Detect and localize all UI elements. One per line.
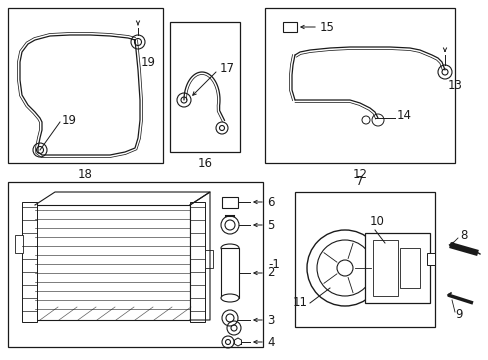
Bar [8, 8, 163, 163]
Bar [35, 205, 190, 320]
Bar [222, 197, 238, 208]
Text: 9: 9 [454, 309, 462, 321]
Text: 18: 18 [78, 168, 92, 181]
Ellipse shape [221, 244, 239, 252]
Text: 10: 10 [369, 215, 384, 228]
Bar [15, 235, 23, 253]
Text: 17: 17 [220, 62, 235, 75]
Bar [399, 248, 419, 288]
Bar [221, 248, 239, 298]
Bar [190, 202, 204, 322]
Bar [372, 240, 397, 296]
Bar [22, 202, 37, 322]
Text: -1: -1 [267, 258, 279, 271]
Text: 7: 7 [356, 175, 363, 188]
Ellipse shape [221, 294, 239, 302]
Bar [283, 22, 296, 32]
Text: 15: 15 [319, 21, 334, 33]
Text: 5: 5 [266, 219, 274, 231]
Text: 8: 8 [459, 229, 467, 242]
Text: 4: 4 [266, 336, 274, 348]
Bar [204, 250, 213, 268]
Text: 6: 6 [266, 195, 274, 208]
Bar [8, 182, 263, 347]
Bar [294, 192, 434, 327]
Bar [170, 22, 240, 152]
Text: 2: 2 [266, 266, 274, 279]
Text: 14: 14 [396, 108, 411, 122]
Text: 13: 13 [447, 78, 462, 91]
Text: 19: 19 [141, 55, 156, 68]
Text: 19: 19 [62, 113, 77, 126]
Bar [264, 8, 454, 163]
Text: 11: 11 [292, 296, 307, 309]
Bar [426, 253, 434, 265]
Text: 12: 12 [352, 168, 367, 181]
Text: 3: 3 [266, 314, 274, 327]
Text: 16: 16 [197, 157, 212, 170]
Bar [364, 233, 429, 303]
